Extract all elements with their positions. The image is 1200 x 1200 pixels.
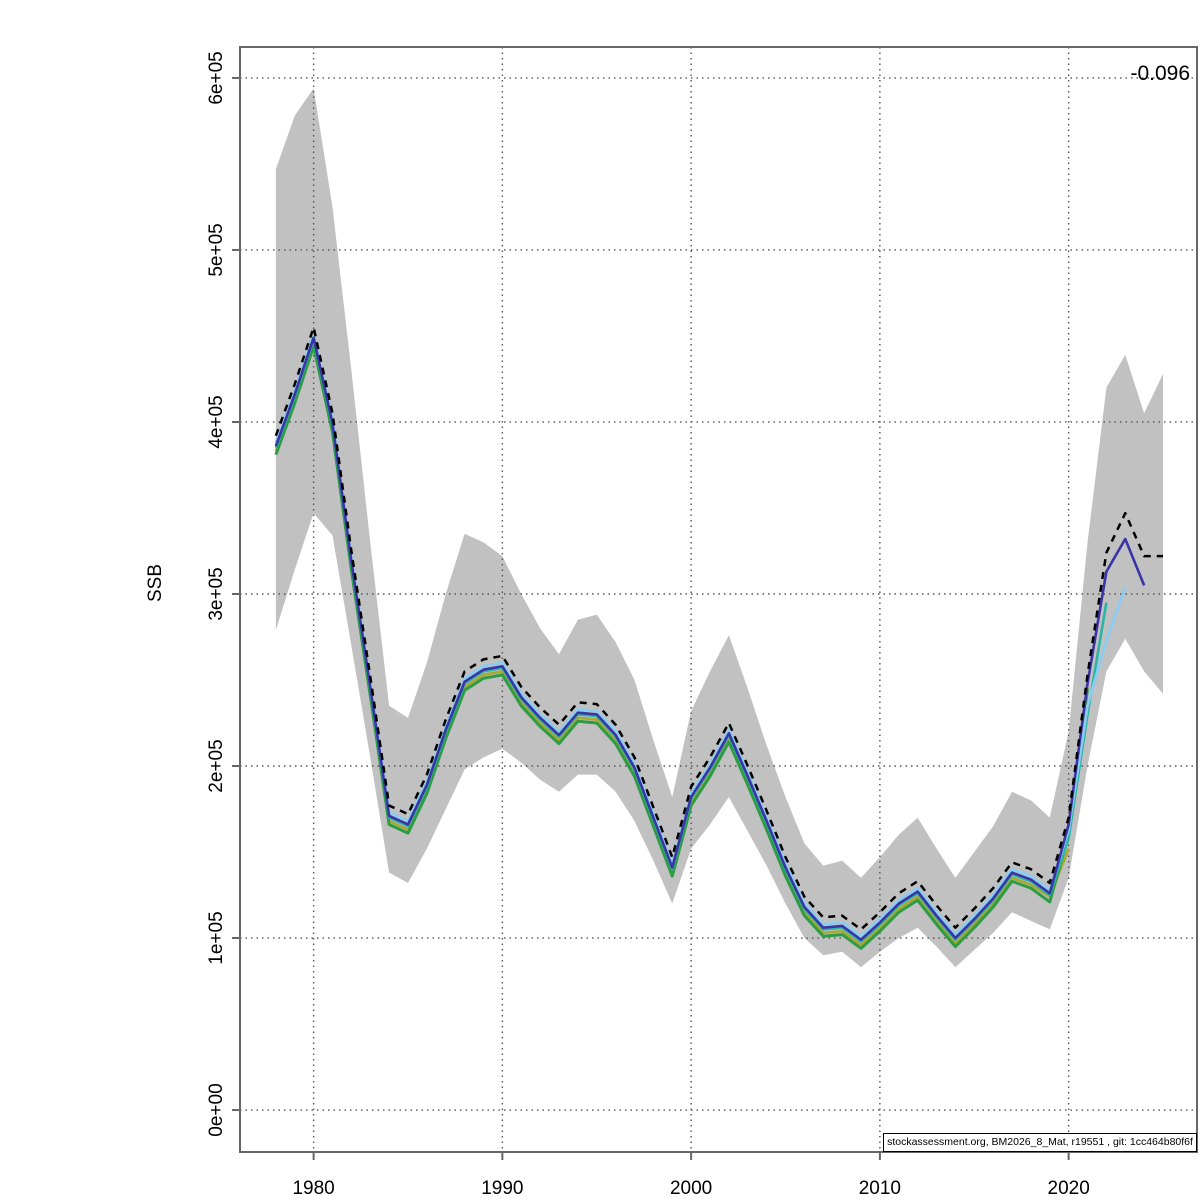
x-tick-label: 2020: [1048, 1178, 1090, 1199]
x-tick-label: 2010: [859, 1178, 901, 1199]
y-tick-label: 5e+05: [206, 223, 227, 276]
plot-border: [239, 46, 1198, 1153]
y-axis-title: SSB: [145, 563, 166, 603]
x-tick-label: 1980: [292, 1178, 334, 1199]
y-tick-label: 6e+05: [206, 51, 227, 104]
series-peel-2021: [274, 344, 1090, 950]
x-tick-label: 2000: [670, 1178, 712, 1199]
series-peel-2024: [274, 336, 1146, 942]
y-tick-label: 2e+05: [206, 739, 227, 792]
series-peel-2023: [274, 332, 1127, 938]
y-tick-label: 0e+00: [206, 1083, 227, 1136]
y-tick-label: 3e+05: [206, 567, 227, 620]
y-tick-label: 1e+05: [206, 911, 227, 964]
y-tick-label: 4e+05: [206, 395, 227, 448]
assessment-footer-label: stockassessment.org, BM2026_8_Mat, r1955…: [883, 1133, 1197, 1152]
series-base-run: [274, 326, 1164, 931]
x-tick-label: 1990: [481, 1178, 523, 1199]
confidence-band: [275, 88, 1164, 968]
mohns-rho-label: -0.096: [1130, 62, 1190, 85]
